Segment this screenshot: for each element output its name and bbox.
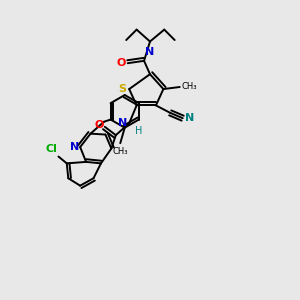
Text: O: O	[116, 58, 126, 68]
Text: N: N	[184, 113, 194, 123]
Text: H: H	[135, 126, 142, 136]
Text: N: N	[146, 47, 154, 57]
Text: S: S	[118, 84, 126, 94]
Text: N: N	[118, 118, 128, 128]
Text: CH₃: CH₃	[112, 147, 128, 156]
Text: Cl: Cl	[45, 144, 57, 154]
Text: O: O	[94, 120, 104, 130]
Text: CH₃: CH₃	[181, 82, 197, 91]
Text: N: N	[70, 142, 80, 152]
